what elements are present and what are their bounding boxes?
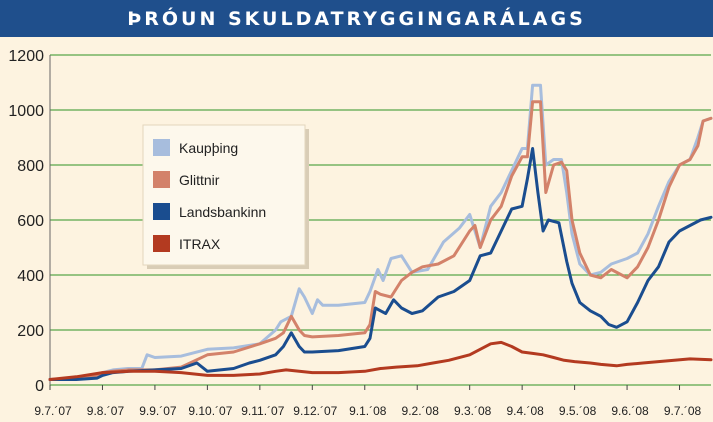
- x-tick-label: 9.1.´08: [349, 404, 387, 418]
- series-line-0: [48, 83, 713, 381]
- series-line-2: [48, 147, 713, 381]
- y-tick-label: 1200: [8, 48, 44, 65]
- legend-swatch: [153, 203, 170, 220]
- chart-title: ÞRÓUN SKULDATRYGGINGARÁLAGS: [127, 7, 586, 30]
- series-line-3: [48, 340, 713, 381]
- x-tick-label: 9.8.´07: [87, 404, 125, 418]
- x-tick-label: 9.11.´07: [241, 404, 284, 418]
- x-tick-label: 9.3.´08: [454, 404, 492, 418]
- x-tick-label: 9.9.´07: [139, 404, 177, 418]
- x-tick-label: 9.4.´08: [506, 404, 544, 418]
- legend-label: Kaupþing: [179, 140, 238, 156]
- x-tick-label: 9.6.´08: [611, 404, 649, 418]
- x-tick-label: 9.2.´08: [402, 404, 440, 418]
- legend-label: ITRAX: [179, 236, 221, 252]
- x-tick-label: 9.7.´07: [34, 404, 72, 418]
- legend-label: Glittnir: [179, 172, 220, 188]
- series-layer: [48, 83, 713, 381]
- x-tick-label: 9.5.´08: [559, 404, 597, 418]
- legend: Kaupþing Glittnir Landsbankinn ITRAX: [142, 124, 309, 269]
- legend-label: Landsbankinn: [179, 204, 266, 220]
- legend-swatch: [153, 139, 170, 156]
- x-tick-label: 9.12.´07: [293, 404, 337, 418]
- y-tick-label: 1000: [8, 103, 44, 120]
- axis-layer: 0 200 400 600 800 1000 1200 9.7.´07 9.8.´07 9.9.´…: [8, 48, 701, 418]
- legend-swatch: [153, 235, 170, 252]
- x-tick-label: 9.7.´08: [664, 404, 702, 418]
- y-tick-label: 200: [17, 323, 44, 340]
- y-tick-label: 0: [35, 378, 44, 395]
- y-tick-label: 400: [17, 268, 44, 285]
- series-line-1: [48, 100, 713, 381]
- x-tick-label: 9.10.´07: [188, 404, 232, 418]
- y-tick-label: 800: [17, 158, 44, 175]
- y-tick-label: 600: [17, 213, 44, 230]
- title-bar: ÞRÓUN SKULDATRYGGINGARÁLAGS: [0, 0, 713, 37]
- legend-swatch: [153, 171, 170, 188]
